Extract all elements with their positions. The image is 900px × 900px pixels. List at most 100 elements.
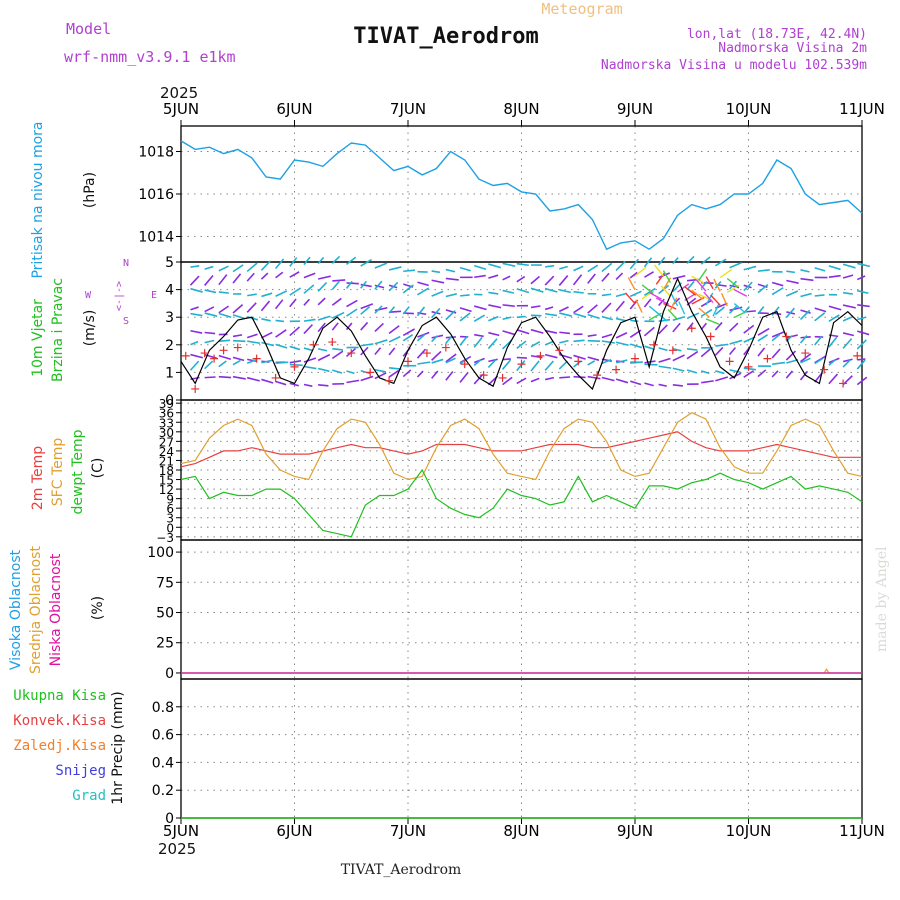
wind-arrow bbox=[857, 316, 867, 321]
wind-arrow bbox=[757, 347, 766, 357]
compass-north: N bbox=[123, 258, 129, 269]
chart-panels: 101410161018012345−303691215182124273033… bbox=[138, 100, 885, 840]
wind-arrow bbox=[714, 306, 726, 316]
wind-arrow bbox=[218, 291, 229, 294]
wind-arrow bbox=[431, 270, 441, 274]
wind-arrow bbox=[544, 329, 558, 334]
wind-arrow bbox=[374, 372, 387, 380]
wind-arrow bbox=[218, 265, 229, 272]
wind-arrow bbox=[204, 265, 214, 270]
wind-arrow bbox=[672, 315, 686, 321]
wind-arrow bbox=[331, 350, 344, 360]
wind-arrow bbox=[204, 274, 214, 286]
wind-arrow bbox=[857, 358, 866, 361]
wind-speed-marker bbox=[853, 351, 862, 360]
wind-arrow bbox=[771, 370, 779, 378]
wind-speed-marker bbox=[668, 346, 677, 355]
wind-speed-marker bbox=[517, 360, 526, 369]
wind-arrow bbox=[714, 280, 722, 289]
wind-arrow bbox=[388, 281, 399, 292]
wind-arrow bbox=[332, 369, 343, 374]
wind-arrow bbox=[662, 277, 672, 291]
wind-speed-marker bbox=[479, 371, 488, 380]
wind-speed-marker bbox=[328, 338, 337, 347]
wind-arrow bbox=[672, 354, 685, 362]
wind-arrow bbox=[663, 302, 677, 310]
y-tick-label: 100 bbox=[147, 545, 174, 561]
wind-speed-marker bbox=[725, 357, 734, 366]
wind-arrow bbox=[218, 354, 232, 361]
wind-arrow bbox=[332, 279, 346, 282]
x-tick-label-top: 7JUN bbox=[390, 100, 426, 118]
wind-arrow bbox=[828, 373, 839, 385]
wind-arrow bbox=[530, 377, 540, 383]
wind-speed-marker bbox=[233, 343, 242, 352]
wind-arrow bbox=[232, 359, 241, 366]
wind-arrow bbox=[417, 281, 429, 287]
wind-arrow bbox=[715, 343, 729, 347]
wind-arrow bbox=[587, 375, 601, 380]
wind-arrow bbox=[501, 359, 511, 370]
wind-arrow bbox=[842, 274, 854, 279]
wind-arrow bbox=[417, 361, 431, 365]
wind-arrow bbox=[814, 267, 826, 272]
temp-ylabel: (C) bbox=[90, 458, 106, 479]
wind-arrow bbox=[318, 383, 329, 387]
wind-arrow bbox=[691, 289, 703, 300]
wind-arrow bbox=[303, 357, 317, 363]
wind-arrow bbox=[672, 274, 686, 280]
wind-arrow bbox=[726, 277, 739, 288]
wind-arrow bbox=[719, 268, 732, 279]
wind-arrow bbox=[331, 322, 339, 331]
wind-speed-marker bbox=[801, 349, 810, 358]
wind-arrow bbox=[232, 356, 245, 362]
wind-arrow bbox=[218, 339, 231, 343]
wind-arrow bbox=[601, 315, 613, 321]
wind-arrow bbox=[658, 256, 666, 266]
wind-arrow bbox=[729, 322, 739, 332]
sfc-temp-label: SFC Temp bbox=[50, 438, 66, 507]
wind-arrow bbox=[615, 341, 629, 347]
wind-arrow bbox=[232, 304, 244, 314]
wind-arrow bbox=[445, 335, 453, 344]
wind-arrow bbox=[246, 333, 258, 339]
x-tick-label-bottom: 7JUN bbox=[390, 822, 426, 840]
wind-arrow bbox=[743, 367, 757, 371]
wind-arrow bbox=[772, 361, 786, 366]
wind-arrow bbox=[544, 376, 555, 381]
y-tick-label: 24 bbox=[159, 445, 174, 459]
wind-arrow bbox=[842, 304, 856, 309]
wind-arrow bbox=[842, 263, 856, 269]
wind-arrow bbox=[274, 299, 284, 310]
wind-arrow bbox=[431, 358, 444, 364]
panel-labels: Pritisak na nivou mora (hPa) 10m Vjetar … bbox=[8, 121, 157, 804]
pressure-side-label: Pritisak na nivou mora bbox=[30, 121, 46, 278]
page-subtitle: Meteogram bbox=[541, 0, 622, 18]
wind-arrow bbox=[771, 287, 784, 296]
dewpt-label: dewpt Temp bbox=[70, 429, 86, 514]
wind-arrow bbox=[289, 363, 303, 367]
wind-speed-marker bbox=[441, 343, 450, 352]
x-tick-label-top: 6JUN bbox=[276, 100, 312, 118]
wind-arrow bbox=[502, 358, 511, 361]
wind-arrow bbox=[530, 340, 541, 348]
wind-arrow bbox=[431, 290, 444, 297]
x-tick-label-bottom: 5JUN bbox=[163, 822, 199, 840]
wind-arrow bbox=[445, 357, 456, 364]
wind-speed-marker bbox=[782, 332, 791, 341]
wind-arrow bbox=[516, 340, 527, 349]
wind-speed-marker bbox=[593, 371, 602, 380]
wind-arrow bbox=[218, 360, 227, 368]
wind-arrow bbox=[856, 359, 866, 370]
wind-arrow bbox=[729, 369, 741, 374]
wind-arrow bbox=[771, 331, 785, 338]
wind-arrow bbox=[374, 280, 383, 290]
wind-arrow bbox=[559, 376, 571, 379]
wind-arrow bbox=[374, 339, 388, 345]
wind-arrow bbox=[303, 347, 313, 352]
wind-arrow bbox=[700, 256, 711, 265]
y-tick-label: 39 bbox=[159, 397, 174, 411]
wind-speed-marker bbox=[631, 354, 639, 363]
wind-arrow bbox=[800, 353, 812, 363]
wind-arrow bbox=[771, 348, 781, 359]
